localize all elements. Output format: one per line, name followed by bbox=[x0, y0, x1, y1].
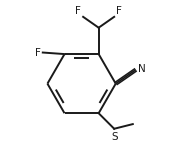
Text: N: N bbox=[138, 64, 146, 74]
Text: F: F bbox=[116, 6, 122, 16]
Text: F: F bbox=[35, 48, 41, 58]
Text: S: S bbox=[111, 132, 118, 142]
Text: F: F bbox=[75, 6, 81, 16]
